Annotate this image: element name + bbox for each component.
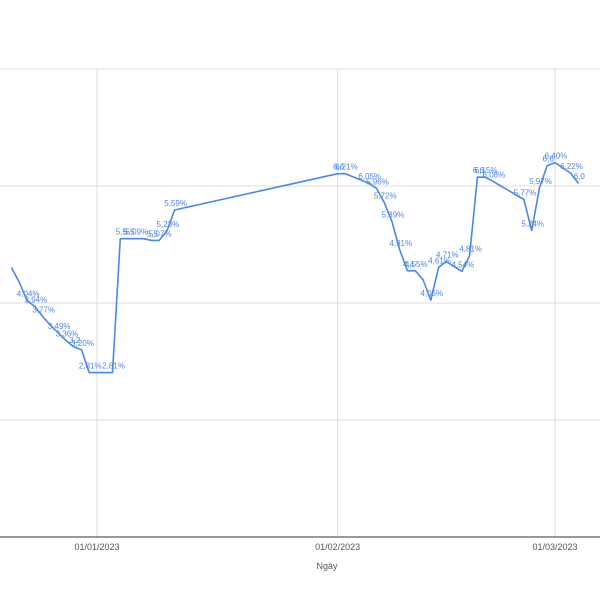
data-label: 6,6 [543,155,555,164]
data-label: 5,07% [149,229,172,238]
data-label: 3,49% [48,322,71,331]
data-label: 5,97% [529,177,552,186]
data-label: 6,6 [333,163,345,172]
data-label: 5,5 [123,228,135,237]
data-point [127,238,129,240]
x-tick-label: 01/01/2023 [74,542,119,552]
data-point [344,173,347,175]
data-point [469,255,471,257]
data-point [57,332,59,334]
data-point [375,187,378,189]
data-point [484,176,486,178]
data-label: 3,94% [25,296,48,305]
data-point [158,239,160,242]
series-line-group [10,161,579,374]
data-labels: 4,04%3,94%3,77% 3,49%3,36%3,23,20% 2,81% 2,… [17,152,586,371]
data-point [96,372,98,374]
data-label: 4,54% [452,260,475,269]
data-label: 4,05% [420,289,443,298]
data-label: 3,20% [71,339,94,348]
data-label: 5,77% [514,188,537,197]
x-tick-label: 01/03/2023 [532,542,577,552]
data-point [65,339,67,342]
data-label: 3,36% [56,329,79,338]
data-label: 6,05% [358,172,381,181]
data-point [166,230,168,232]
data-point [546,164,548,167]
data-label: 4,71% [436,250,459,259]
data-point [11,267,13,269]
data-point [414,270,416,272]
data-point [422,279,424,281]
data-label: 6,21% [335,163,358,172]
data-label: 6,40% [545,152,568,161]
x-tick-label: 01/02/2023 [315,542,360,552]
data-point [73,346,75,348]
data-point [135,238,137,240]
data-point [399,249,401,251]
grid [0,68,600,538]
data-point [26,300,28,302]
data-point [119,238,121,240]
data-point [554,162,556,164]
data-label: 2,81% [79,362,102,371]
data-label: 5,72% [374,191,397,200]
data-point [461,270,463,273]
data-point [406,270,409,272]
data-label: 6,6 [473,166,485,175]
data-label: 3,2 [69,336,81,345]
data-point [430,299,432,301]
data-label: 4,4 [403,260,415,269]
data-label: 2,81% [102,362,125,371]
x-axis-ticks: 01/01/2023 01/02/2023 01/03/2023 [74,542,577,552]
data-point [445,260,447,263]
data-label: 5,59% [164,199,187,208]
data-label: 4,91% [389,239,412,248]
data-label: 6,22% [560,162,583,171]
data-point [80,349,83,351]
data-label: 5,39% [382,211,405,220]
data-point [368,182,370,184]
data-label: 3,77% [32,305,55,314]
data-label: 5,5 [116,228,128,237]
data-point [492,180,494,182]
data-point [18,281,20,284]
data-point [538,187,541,189]
data-point [523,198,525,201]
data-label: 4,04% [17,290,40,299]
data-point [111,372,114,374]
data-point [150,239,152,242]
data-point [88,372,90,374]
data-point [437,266,440,268]
data-point [34,305,36,308]
data-label: 4,81% [459,245,482,254]
data-label: 5,96% [366,177,389,186]
data-label: 6,15% [475,166,498,175]
data-label: 5,5 [147,229,159,238]
data-point [42,315,44,318]
data-point [104,372,106,374]
data-point [174,209,176,211]
x-axis-title: Ngày [316,561,338,571]
data-label: 4,61% [428,256,451,265]
data-label: 5,09% [125,228,148,237]
data-point [142,238,145,240]
data-point [49,324,52,326]
data-point [391,221,393,223]
data-point [531,229,533,232]
data-label: 6,0 [574,172,586,181]
data-label: 4,55% [405,260,428,269]
data-label: 5,24% [521,219,544,228]
data-point [383,201,385,203]
data-point [569,172,572,174]
data-label: 5,23% [157,220,180,229]
data-label: 6,08% [483,170,506,179]
data-point [337,173,339,175]
data-point [577,182,579,184]
data-point [476,176,478,178]
